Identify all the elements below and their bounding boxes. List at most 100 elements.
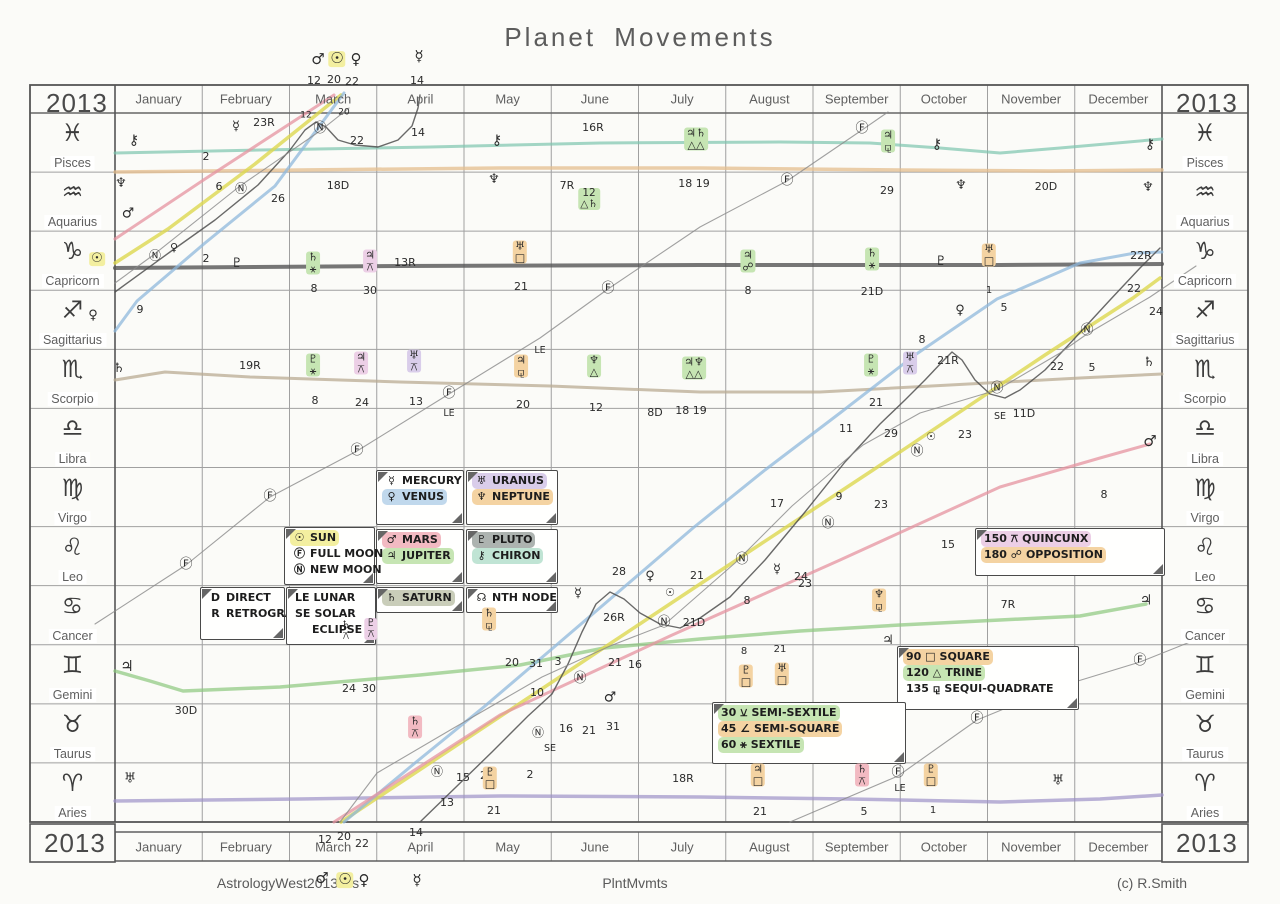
annotation: 18R [672,772,694,786]
annotation: Ⓝ [910,444,924,460]
legend-row: ♀ VENUS [379,488,461,505]
annotation: Ⓝ [531,725,545,740]
annotation: ♀ [955,303,965,319]
legend-label: SEXTILE [750,737,801,751]
legend-row: 90 □ SQUARE [900,649,1076,665]
annotation: 20 [516,398,530,412]
month-label-top-february: February [219,91,272,107]
legend-glyph: ☊ [476,591,487,604]
annotation: Ⓝ [821,516,835,532]
annotation: 21 [753,805,767,819]
planet-line-newmoon-a [114,107,350,284]
legend-label: FULL MOON [310,546,384,560]
grid-box [29,823,116,863]
legend-row: 30 ⚺ SEMI-SEXTILE [715,705,903,721]
legend-row: ☊ NTH NODE [469,590,557,606]
annotation: 14 [409,826,423,840]
legend-box-saturn: ♄ SATURN [376,587,464,613]
legend-box-mars-jupiter: ♂ MARS ♃ JUPITER [376,529,464,584]
annotation: ♅ ⚻ [407,348,421,373]
annotation: 12 [589,401,603,415]
annotation: ♀ [350,50,362,69]
annotation: ☉ [89,251,105,267]
legend-row: Ⓕ FULL MOON [287,546,383,562]
annotation: 21R [937,354,959,368]
annotation: ♅ ⚻ [903,350,917,375]
annotation: ♃ ⚼ [514,353,528,378]
annotation: ☿ [414,47,424,66]
annotation: ☿ [232,119,240,135]
annotation: 21 [582,724,596,738]
legend-box-nth-node: ☊ NTH NODE [466,587,558,613]
annotation: ♄ ⚻ [855,762,869,787]
sign-label-right-taurus: Taurus [1182,746,1228,761]
sign-glyph-right-gemini: ♊ [1194,650,1216,679]
annotation: 31 [606,720,620,734]
legend-box-quincunx-opposition: 150 ⚻ QUINCUNX 180 ☍ OPPOSITION [975,528,1165,576]
legend-row: ECLIPSE [289,622,373,638]
annotation: 31 [529,657,543,671]
legend-label: NEPTUNE [492,489,550,503]
sign-label-right-leo: Leo [1190,569,1220,584]
annotation: ♂ [311,50,325,69]
annotation: 9 [835,490,843,504]
sign-label-left-aquarius: Aquarius [43,215,102,230]
annotation: 12 △♄ [578,186,600,211]
annotation: 13R [394,256,416,270]
annotation: 24 [1149,305,1163,319]
annotation: ♀ [88,308,98,324]
annotation: 6 [215,180,223,194]
annotation: 12 [307,74,321,88]
annotation: 1 [929,804,937,816]
planet-line-mars-mar-dec [332,442,1152,824]
sign-glyph-right-taurus: ♉ [1194,709,1216,738]
month-label-bottom-march: March [315,839,352,855]
sign-glyph-left-scorpio: ♏ [61,355,84,384]
annotation: ⚷ [1144,136,1156,153]
annotation: Ⓕ [263,489,277,505]
grid-box [1161,823,1249,863]
sign-glyph-right-scorpio: ♏ [1194,355,1216,384]
annotation: LE [534,345,546,357]
annotation: ♇ □ [923,762,939,787]
sign-glyph-right-sagittarius: ♐ [1194,296,1216,325]
annotation: 21 [514,280,528,294]
sign-glyph-left-leo: ♌ [61,532,84,561]
month-label-bottom-july: July [670,839,694,855]
sign-label-left-aries: Aries [54,806,91,820]
legend-row: D DIRECT [203,590,282,606]
annotation: 8 [310,282,318,296]
year-top-right: 2013 [1176,88,1238,118]
sign-label-left-scorpio: Scorpio [47,392,98,407]
annotation: ♇ □ [738,663,754,688]
planet-line-fullmoon-a [94,111,889,625]
legend-glyph: ♅ [476,474,487,487]
annotation: 20D [1034,180,1058,194]
annotation: 16 [628,658,642,672]
sign-glyph-left-sagittarius: ♐ [61,296,84,325]
annotation: 5 [860,805,868,819]
annotation: ♃♆ △△ [682,355,706,380]
legend-row: ♃ JUPITER [379,547,461,564]
month-label-bottom-february: February [219,839,272,855]
annotation: ♄ ⚹ [306,250,320,275]
annotation: ⚷ [931,136,943,153]
legend-label: NTH NODE [492,591,557,604]
annotation: 23 [798,577,812,591]
legend-box-direct-retro: D DIRECT R RETROGRADE [200,587,310,640]
annotation: ♇ ⚻ [364,616,378,641]
annotation: 3 [554,655,562,669]
annotation: Ⓕ [855,121,869,137]
annotation: Ⓝ [735,552,749,568]
sign-label-right-gemini: Gemini [1181,687,1229,702]
planet-line-mercury-jan-apr [114,94,421,293]
annotation: 8 [744,284,752,298]
month-label-bottom-august: August [749,839,790,855]
annotation: Ⓕ [780,173,794,189]
annotation: 30 [363,284,377,298]
annotation: ☿ [773,562,781,578]
planet-line-uranus [113,793,1164,804]
page-title: Planet Movements [504,22,776,52]
month-label-top-december: December [1088,91,1149,107]
